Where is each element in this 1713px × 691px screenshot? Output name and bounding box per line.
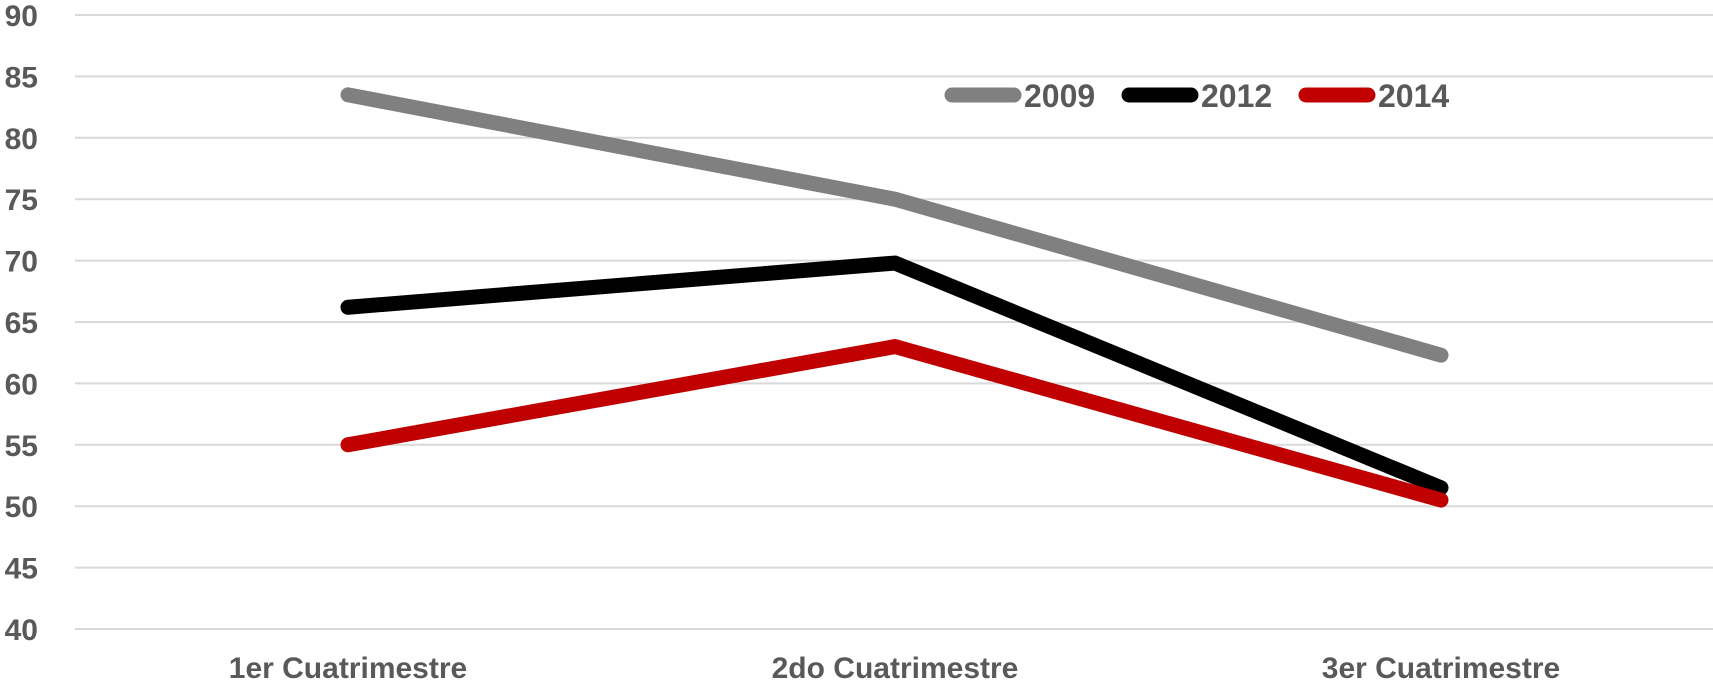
series-line-2014 xyxy=(340,339,1449,508)
y-tick-label: 55 xyxy=(5,430,38,463)
y-tick-label: 40 xyxy=(5,614,38,647)
legend-label-2012: 2012 xyxy=(1201,78,1272,114)
legend-label-2014: 2014 xyxy=(1378,78,1449,114)
y-tick-label: 90 xyxy=(5,0,38,33)
series-line-2012 xyxy=(340,255,1449,496)
y-tick-label: 70 xyxy=(5,246,38,279)
legend: 2009 2012 2014 xyxy=(944,78,1449,114)
y-tick-label: 45 xyxy=(5,553,38,586)
x-tick-label: 3er Cuatrimestre xyxy=(1322,652,1560,685)
series-lines xyxy=(340,87,1449,508)
y-tick-label: 85 xyxy=(5,61,38,94)
y-tick-label: 60 xyxy=(5,368,38,401)
y-tick-label: 80 xyxy=(5,123,38,156)
x-axis-category-labels: 1er Cuatrimestre 2do Cuatrimestre 3er Cuat… xyxy=(229,652,1560,685)
x-tick-label: 2do Cuatrimestre xyxy=(772,652,1019,685)
legend-label-2009: 2009 xyxy=(1024,78,1095,114)
x-tick-label: 1er Cuatrimestre xyxy=(229,652,467,685)
series-line-2009 xyxy=(340,87,1449,363)
y-tick-label: 75 xyxy=(5,184,38,217)
y-tick-label: 65 xyxy=(5,307,38,340)
gridlines xyxy=(75,14,1713,630)
y-axis-tick-labels: 40 45 50 55 60 65 70 75 80 85 90 xyxy=(5,0,38,647)
y-tick-label: 50 xyxy=(5,491,38,524)
